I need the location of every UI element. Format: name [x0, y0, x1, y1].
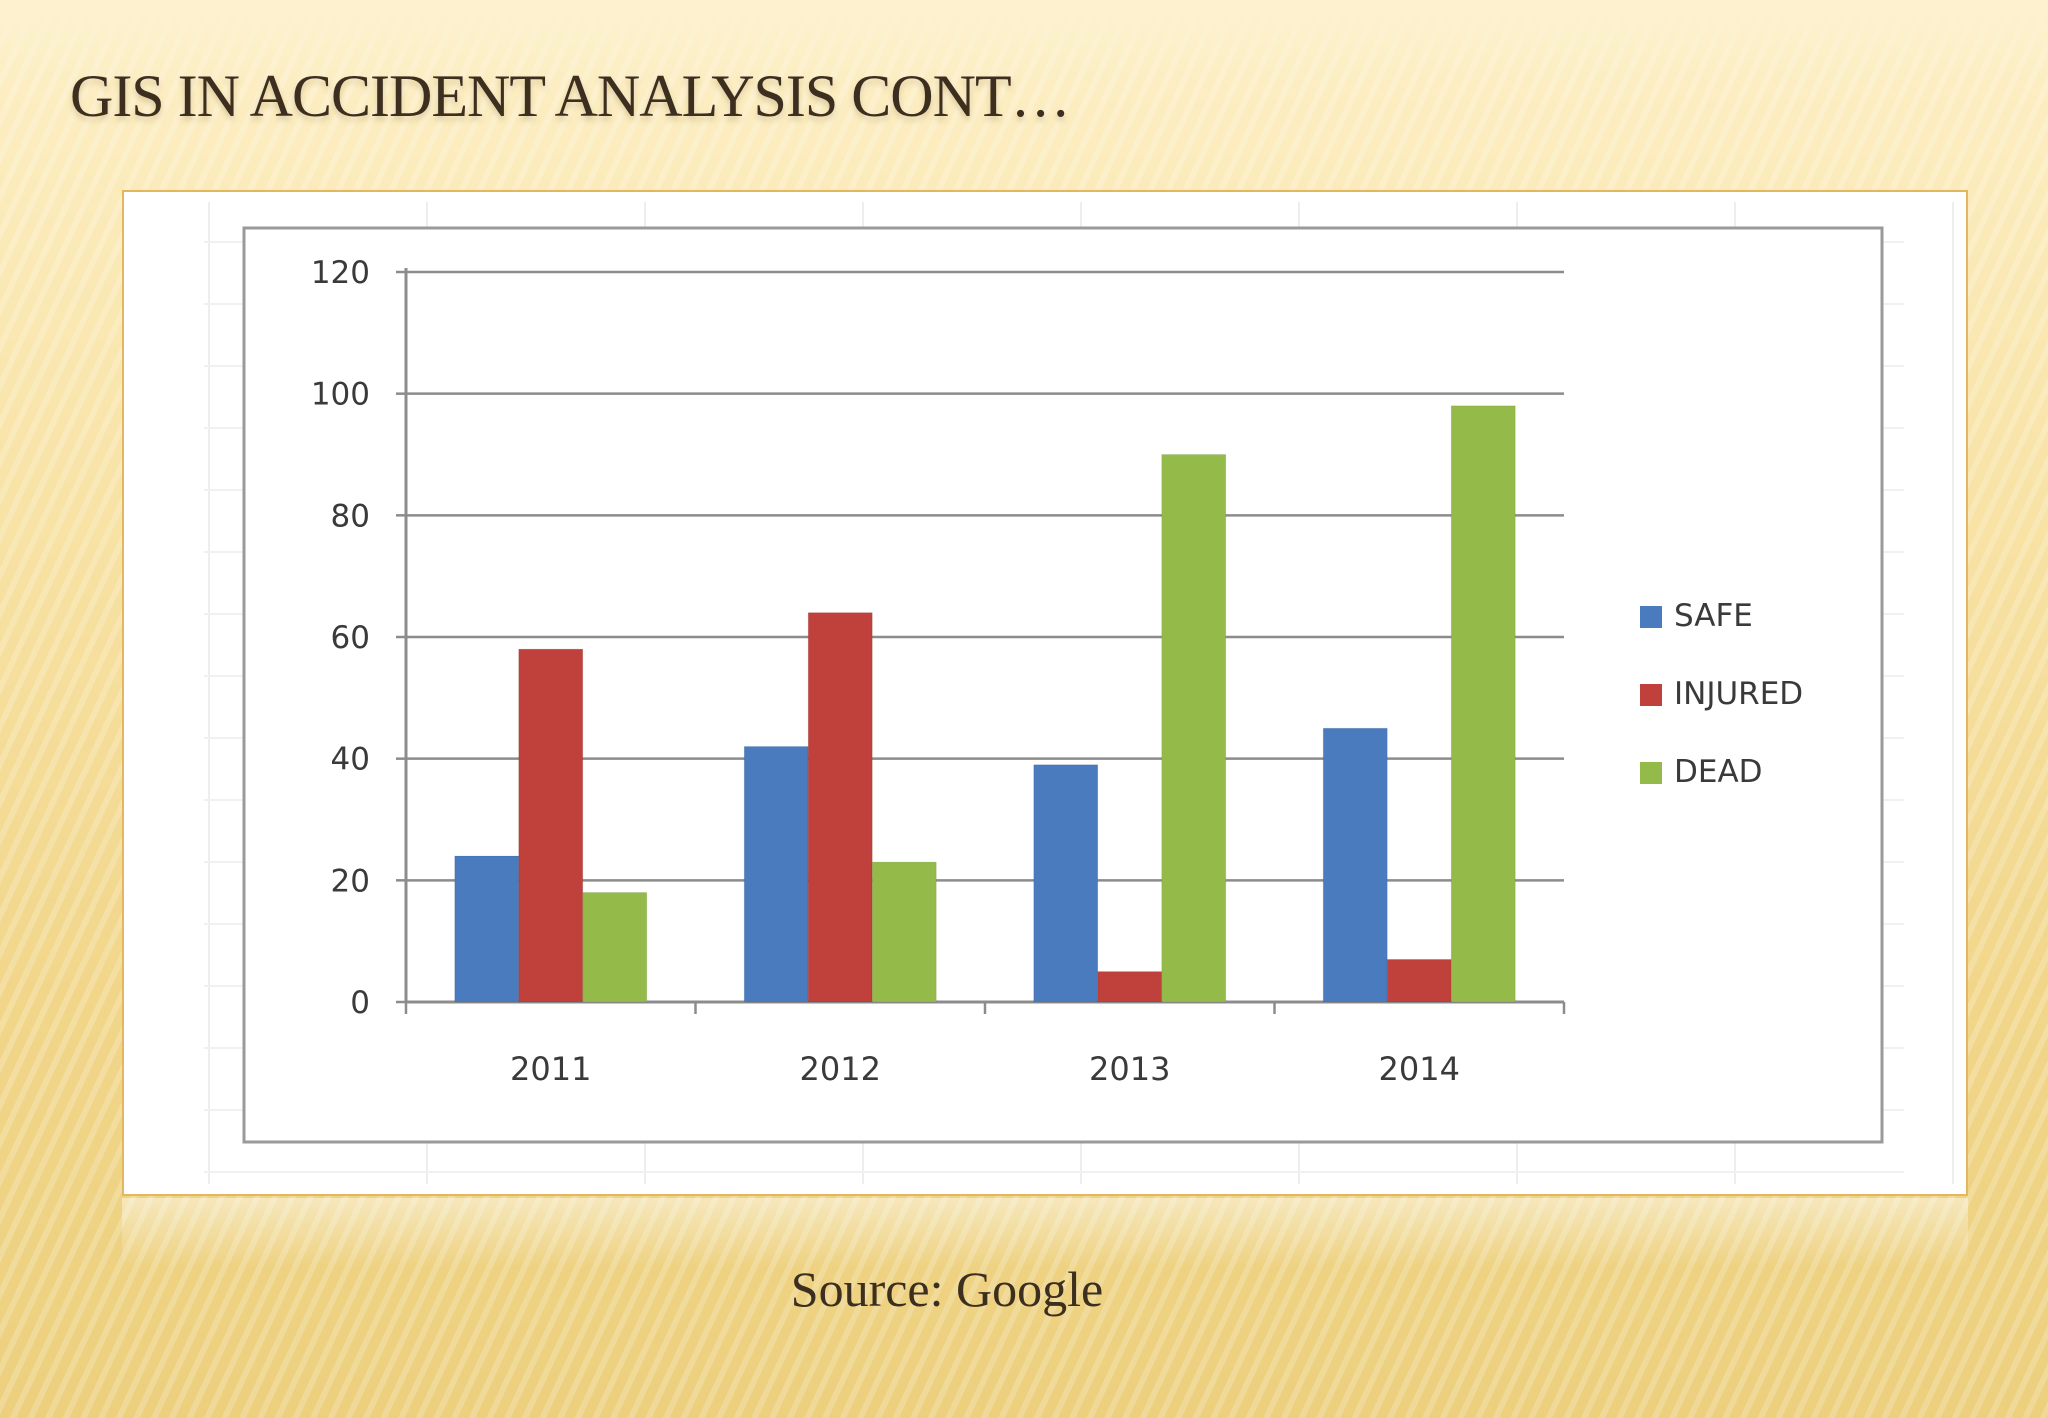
legend-label-dead: DEAD [1674, 754, 1763, 790]
y-tick-label: 100 [311, 377, 370, 413]
y-tick-label: 60 [331, 620, 370, 656]
bar-safe-2014 [1322, 727, 1388, 1003]
x-tick-label: 2011 [510, 1050, 591, 1088]
bar-injured-2013 [1097, 971, 1163, 1003]
source-caption: Source: Google [790, 1261, 1104, 1317]
bar-safe-2013 [1033, 764, 1099, 1003]
bar-injured-2011 [518, 648, 584, 1003]
legend-swatch-dead [1640, 762, 1662, 784]
legend-swatch-safe [1640, 606, 1662, 628]
slide-title: GIS IN ACCIDENT ANALYSIS CONT… [70, 63, 1071, 129]
chart-frame: 0 20 40 60 80 100 120 2011 2012 2013 2014 SAFE INJUR… [122, 190, 1968, 1196]
y-tick-label: 0 [350, 985, 370, 1021]
top-band [0, 0, 2048, 80]
y-tick-label: 20 [331, 863, 370, 899]
x-tick-label: 2012 [800, 1050, 881, 1088]
legend-swatch-injured [1640, 684, 1662, 706]
bar-safe-2011 [454, 855, 520, 1003]
y-tick-label: 120 [311, 255, 370, 291]
bar-dead-2014 [1450, 405, 1516, 1003]
chart-reflection [122, 1198, 1968, 1268]
y-tick-label: 40 [331, 742, 370, 778]
y-tick-label: 80 [331, 498, 370, 534]
bar-dead-2013 [1161, 454, 1227, 1003]
chart-area-border [242, 226, 1884, 1144]
x-tick-label: 2013 [1089, 1050, 1170, 1088]
bar-chart: 0 20 40 60 80 100 120 2011 2012 2013 2014 SAFE INJUR… [204, 202, 1954, 1184]
x-tick-label: 2014 [1379, 1050, 1460, 1088]
bar-injured-2012 [807, 612, 873, 1003]
legend-label-safe: SAFE [1674, 598, 1753, 634]
bar-injured-2014 [1386, 958, 1452, 1003]
legend-label-injured: INJURED [1674, 676, 1803, 712]
bar-safe-2012 [743, 746, 809, 1003]
bar-dead-2011 [582, 892, 648, 1003]
bar-dead-2012 [871, 861, 937, 1003]
